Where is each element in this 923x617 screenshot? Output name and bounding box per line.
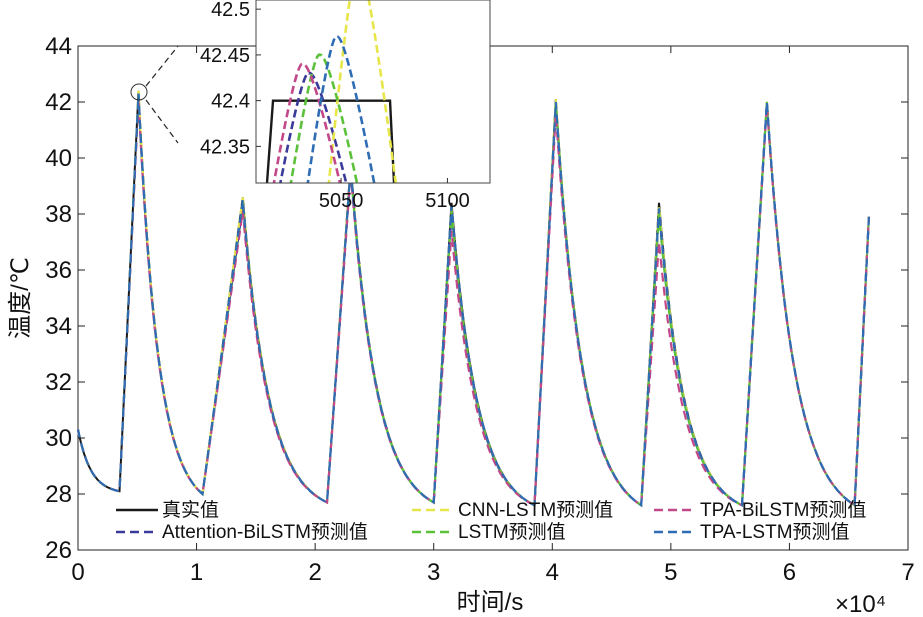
series-layer	[76, 90, 870, 508]
zoom-connector-bottom	[145, 99, 179, 144]
inset-y-tick-label: 42.5	[211, 0, 250, 21]
y-tick-label: 32	[45, 369, 72, 396]
inset-true-value-line	[265, 99, 396, 183]
y-tick-label: 42	[45, 89, 72, 116]
x-multiplier-label: ×10⁴	[835, 591, 886, 617]
inset-tick-layer: 42.35 42.4 42.45 42.5 5050 5100	[200, 0, 470, 212]
series-line-5	[76, 93, 870, 508]
legend-label-5: TPA-LSTM预测值	[700, 521, 850, 543]
y-axis-label: 温度/℃	[7, 257, 34, 339]
inset-series-line-4	[306, 35, 376, 183]
legend-label-1: Attention-BiLSTM预测值	[162, 521, 368, 543]
legend: 真实值 CNN-LSTM预测值 TPA-BiLSTM预测值 Attention-BiL…	[116, 499, 866, 543]
inset-series-line-2	[289, 53, 359, 183]
y-tick-label: 44	[45, 33, 72, 60]
zoom-connector-top	[145, 45, 179, 87]
inset-series-line-3	[272, 62, 342, 183]
inset-series-line-1	[327, 0, 398, 183]
y-tick-label: 38	[45, 201, 72, 228]
inset-frame	[255, 0, 491, 184]
x-tick-label: 7	[901, 559, 914, 586]
inset-x-tick-label: 5050	[319, 190, 364, 212]
x-tick-label: 6	[783, 559, 796, 586]
x-tick-label: 5	[664, 559, 677, 586]
plot-frame	[77, 45, 909, 551]
x-tick-label: 1	[190, 559, 203, 586]
y-tick-label: 40	[45, 145, 72, 172]
inset-y-tick-label: 42.4	[211, 91, 250, 113]
legend-label-2: CNN-LSTM预测值	[458, 499, 613, 521]
inset-y-tick-label: 42.35	[200, 136, 250, 158]
y-tick-label: 34	[45, 313, 72, 340]
y-tick-label: 28	[45, 481, 72, 508]
inset-background	[256, 0, 490, 183]
x-tick-label: 3	[427, 559, 440, 586]
legend-label-4: TPA-BiLSTM预测值	[700, 499, 866, 521]
y-tick-label: 30	[45, 425, 72, 452]
inset-series-line-0	[279, 71, 348, 183]
x-tick-label: 0	[71, 559, 84, 586]
x-tick-label: 2	[308, 559, 321, 586]
legend-label-0: 真实值	[162, 499, 219, 521]
inset-y-tick-label: 42.45	[200, 45, 250, 67]
x-tick-label: 4	[546, 559, 559, 586]
y-tick-label: 36	[45, 257, 72, 284]
legend-label-3: LSTM预测值	[458, 521, 566, 543]
inset-series-layer	[265, 0, 398, 183]
zoom-marker	[130, 83, 148, 101]
x-axis-label: 时间/s	[457, 589, 524, 616]
y-tick-label: 26	[45, 537, 72, 564]
inset-x-tick-label: 5100	[425, 190, 470, 212]
